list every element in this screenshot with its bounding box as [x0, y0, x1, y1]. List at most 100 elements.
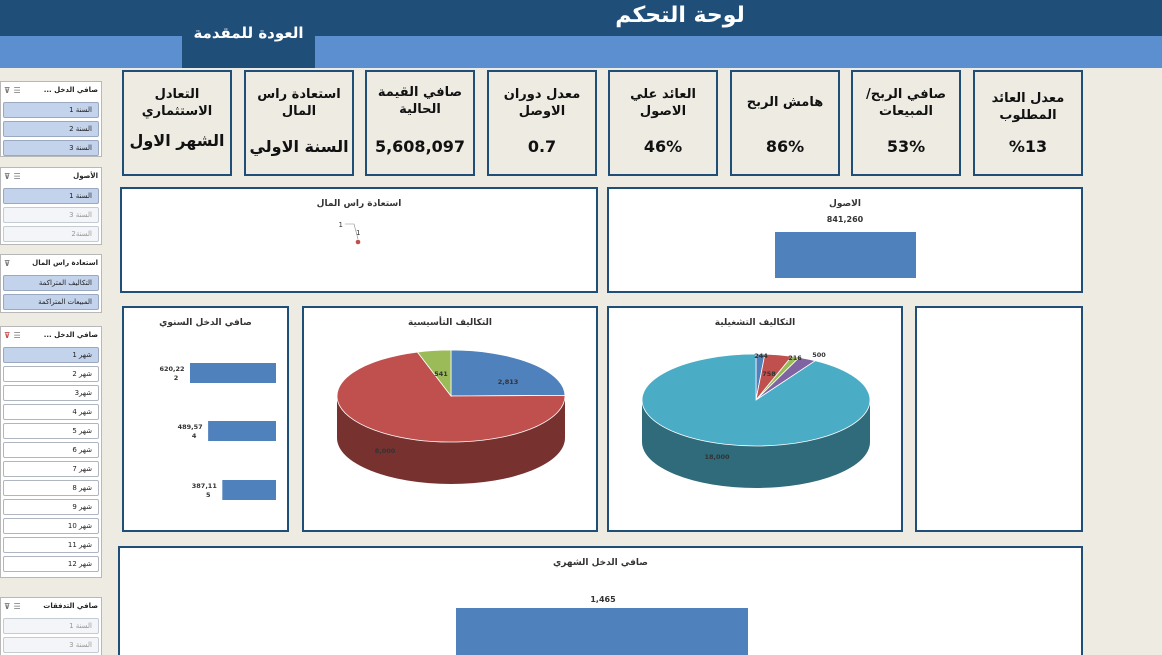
slicer-item[interactable]: السنة 3 [3, 207, 99, 223]
chart-title: الاصول [829, 199, 861, 209]
chart-title: صافي الدخل الشهري [553, 558, 648, 568]
slicer-item[interactable]: شهر 9 [3, 499, 99, 515]
annual-income-bar [208, 421, 276, 441]
annual-income-bar [222, 480, 276, 500]
slicer-title: صافي الدخل ... [43, 331, 98, 339]
bar-value-label: 5 [206, 491, 211, 499]
slicer-item[interactable]: شهر3 [3, 385, 99, 401]
slicer-item[interactable]: السنة 1 [3, 188, 99, 204]
operating-pie-plot: 244 758 216 500 18,000 [641, 351, 871, 488]
annual-net-income-chart: صافي الدخل السنوي 620,22 2 489,57 4 387,11 5 [122, 306, 289, 532]
bar-value-label: 2 [174, 374, 179, 382]
slicer-title: صافي التدفقات [43, 602, 98, 610]
multi-select-icon[interactable]: ☰ [13, 85, 21, 95]
slicer-item[interactable]: السنة 3 [3, 140, 99, 156]
kpi-return-on-assets: العائد علي الاصول 46% [608, 70, 718, 176]
pie-data-label: 216 [788, 354, 802, 362]
chart-title: التكاليف التأسيسية [408, 318, 492, 328]
slicer-assets: الأصول ⊽ ☰ السنة 1 السنة 3 السنة2 [0, 167, 102, 245]
back-to-intro-button[interactable]: العودة للمقدمة [182, 14, 315, 68]
multi-select-icon[interactable]: ☰ [13, 171, 21, 181]
monthly-income-plot: 1,465 [456, 595, 748, 655]
bar-value-label: 620,22 [159, 365, 184, 373]
slicer-item[interactable]: شهر 8 [3, 480, 99, 496]
kpi-value: السنة الاولي [249, 137, 349, 156]
kpi-value: 0.7 [527, 137, 557, 156]
monthly-bar [456, 608, 748, 655]
multi-select-icon[interactable]: ☰ [13, 330, 21, 340]
data-point [355, 239, 361, 245]
slicer-item[interactable]: السنة2 [3, 226, 99, 242]
slicer-item[interactable]: السنة 2 [3, 121, 99, 137]
slicer-item[interactable]: شهر 4 [3, 404, 99, 420]
kpi-value: 5,608,097 [374, 137, 466, 156]
pie-slice [416, 349, 452, 398]
monthly-net-income-chart: صافي الدخل الشهري 1,465 [118, 546, 1083, 655]
kpi-label: استعادة راس المال [257, 87, 341, 119]
bar-value-label: 841,260 [827, 215, 864, 224]
clear-filter-icon[interactable]: ⊽ [4, 601, 11, 611]
slicer-item[interactable]: شهر 12 [3, 556, 99, 572]
slicer-item[interactable]: شهر 5 [3, 423, 99, 439]
annual-income-plot: 620,222 489,574 387,115 [159, 363, 276, 500]
leader-line [345, 223, 359, 240]
bar-value-label: 387,11 [192, 482, 218, 490]
pie-slice [336, 351, 566, 443]
kpi-value: %13 [1008, 137, 1048, 156]
slicer-item[interactable]: التكاليف المتراكمة [3, 275, 99, 291]
kpi-value: الشهر الاول [129, 131, 225, 150]
page-title: لوحة التحكم [615, 3, 745, 28]
bar-value-label: 489,57 [178, 423, 203, 431]
slicer-monthly-net-income: صافي الدخل ... ⊽ ☰ شهر 1 شهر 2 شهر3 شهر 4… [0, 326, 102, 578]
slicer-item[interactable]: شهر 7 [3, 461, 99, 477]
kpi-npv: صافي القيمة الحالية 5,608,097 [365, 70, 475, 176]
slicer-item[interactable]: شهر 11 [3, 537, 99, 553]
clear-filter-icon[interactable]: ⊽ [4, 85, 11, 95]
assets-bar [775, 232, 916, 278]
slicer-cashflow: صافي التدفقات ⊽ ☰ السنة 1 السنة 3 [0, 597, 102, 655]
pie-slice [641, 353, 871, 447]
slicer-payback: استعادة راس المال ⊽ التكاليف المتراكمة ا… [0, 254, 102, 313]
kpi-net-profit-sales: صافي الربح/المبيعات 53% [851, 70, 961, 176]
pie-data-label: 541 [434, 370, 448, 378]
kpi-payback: استعادة راس المال السنة الاولي [244, 70, 354, 176]
multi-select-icon[interactable]: ☰ [13, 601, 21, 611]
payback-plot: 1 1 [339, 221, 361, 245]
assets-plot: 841,260 [775, 215, 916, 278]
slicer-item[interactable]: شهر 10 [3, 518, 99, 534]
kpi-label: العائد علي الاصول [630, 87, 696, 119]
slicer-item[interactable]: شهر 2 [3, 366, 99, 382]
slicer-item[interactable]: السنة 1 [3, 102, 99, 118]
clear-filter-icon[interactable]: ⊽ [4, 171, 11, 181]
kpi-label: معدل دوران الاوصل [503, 87, 581, 119]
kpi-value: 86% [765, 137, 805, 156]
pie-data-label: 8,000 [375, 447, 396, 455]
kpi-profit-margin: هامش الربح 86% [730, 70, 840, 176]
pie-data-label: 18,000 [704, 453, 730, 461]
kpi-label: هامش الربح [746, 95, 824, 110]
pie-slice [450, 349, 566, 397]
point-label: 1 [339, 221, 343, 229]
clear-filter-icon[interactable]: ⊽ [4, 330, 11, 340]
clear-filter-icon[interactable]: ⊽ [4, 258, 11, 268]
chart-title: التكاليف التشغيلية [714, 318, 796, 328]
slicer-title: الأصول [73, 172, 98, 180]
slicer-item[interactable]: شهر 1 [3, 347, 99, 363]
slicer-item[interactable]: السنة 3 [3, 637, 99, 653]
kpi-value: 53% [886, 137, 926, 156]
pie-data-label: 244 [754, 352, 768, 360]
slicer-item[interactable]: السنة 1 [3, 618, 99, 634]
kpi-value: 46% [643, 137, 683, 156]
kpi-breakeven: التعادل الاستثماري الشهر الاول [122, 70, 232, 176]
kpi-label: صافي الربح/المبيعات [865, 87, 947, 119]
chart-title: استعادة راس المال [316, 199, 402, 209]
startup-pie-plot: 2,813 8,000 541 [336, 349, 566, 484]
pie-data-label: 500 [812, 351, 826, 359]
pie-data-label: 2,813 [498, 378, 519, 386]
sub-header-bar [0, 36, 1162, 68]
slicer-item[interactable]: المبيعات المتراكمة [3, 294, 99, 310]
empty-chart-panel [915, 306, 1083, 532]
slicer-net-income: صافي الدخل ... ⊽ ☰ السنة 1 السنة 2 السنة … [0, 81, 102, 157]
annual-income-bar [190, 363, 276, 383]
slicer-item[interactable]: شهر 6 [3, 442, 99, 458]
